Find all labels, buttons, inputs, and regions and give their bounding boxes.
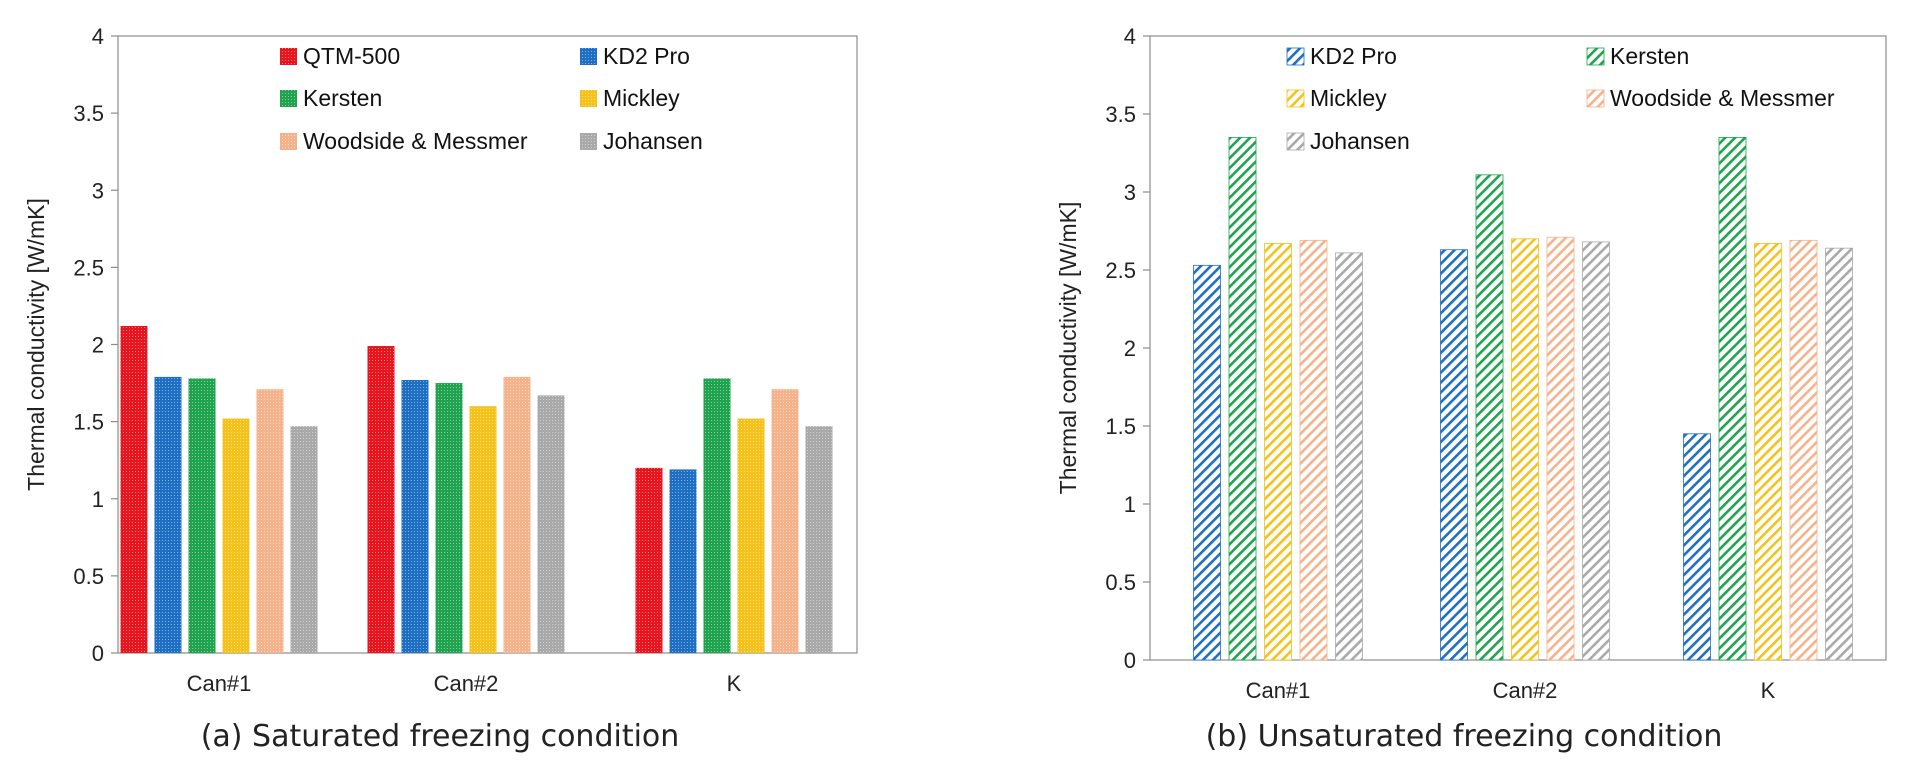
y-tick-label: 2.5: [73, 255, 104, 280]
bar-kersten-can2: [435, 383, 463, 653]
bar-kersten-can1: [1228, 136, 1257, 661]
y-tick-label: 1.5: [73, 410, 104, 435]
legend-label: Woodside & Messmer: [303, 128, 528, 154]
legend-label: Woodside & Messmer: [1610, 85, 1835, 111]
y-tick-label: 0.5: [1105, 570, 1136, 595]
bar-qtm-500-can1: [120, 325, 148, 653]
chart-saturated: 0 0.5 1 1.5 2 2.5 3 3.5 4 Thermal conductivity [W…: [23, 24, 858, 754]
legend-swatch: [280, 90, 297, 107]
legend-label: Mickley: [603, 85, 680, 111]
bar-kd2-pro-k: [669, 469, 697, 653]
bar-qtm-500-k: [635, 467, 663, 653]
legend-label: Mickley: [1310, 85, 1387, 111]
chart-caption: (b) Unsaturated freezing condition: [1206, 719, 1723, 754]
bar-johansen-k: [805, 426, 833, 653]
bar-kd2-pro-can2: [401, 379, 429, 653]
x-tick-label: Can#1: [1246, 678, 1311, 703]
y-tick-label: 2: [92, 333, 104, 358]
y-tick-label: 0: [92, 641, 104, 666]
legend-swatch: [1286, 132, 1305, 151]
x-tick-label: Can#2: [1493, 678, 1558, 703]
bar-mickley-can2: [469, 406, 497, 653]
legend-swatch: [580, 133, 597, 150]
bar-kersten-can1: [188, 378, 216, 653]
bar-kd2-pro-can2: [1440, 249, 1468, 661]
y-tick-label: 3: [92, 178, 104, 203]
bar-kersten-k: [703, 378, 731, 653]
legend-label: Johansen: [603, 128, 703, 154]
bar-mickley-k: [737, 418, 765, 653]
legend-swatch: [1286, 47, 1305, 66]
legend-swatch: [1586, 89, 1605, 108]
bar-woodside-messmer-can2: [1546, 236, 1575, 661]
bar-woodside-messmer-can1: [1299, 239, 1328, 661]
y-tick-label: 3: [1124, 180, 1136, 205]
bar-kd2-pro-can1: [154, 376, 182, 653]
y-tick-label: 1.5: [1105, 414, 1136, 439]
x-tick-label: K: [1761, 678, 1776, 703]
bar-qtm-500-can2: [367, 346, 395, 653]
x-tick-label: K: [727, 671, 742, 696]
y-tick-label: 4: [92, 24, 104, 49]
chart-caption: (a) Saturated freezing condition: [201, 719, 680, 754]
bar-mickley-can1: [1264, 243, 1292, 661]
y-tick-label: 0: [1124, 648, 1136, 673]
legend-label: KD2 Pro: [1310, 43, 1397, 69]
bar-kd2-pro-k: [1683, 433, 1711, 661]
legend-swatch: [1286, 89, 1305, 108]
y-tick-label: 1: [1124, 492, 1136, 517]
bar-woodside-messmer-can1: [256, 389, 284, 653]
legend-swatch: [280, 133, 297, 150]
y-tick-label: 2.5: [1105, 258, 1136, 283]
chart-unsaturated: 0 0.5 1 1.5 2 2.5 3 3.5 4 Thermal conductivity [W…: [1055, 24, 1887, 754]
bar-johansen-can1: [1335, 252, 1363, 661]
x-tick-label: Can#2: [434, 671, 499, 696]
y-tick-label: 3.5: [1105, 102, 1136, 127]
legend-swatch: [280, 48, 297, 65]
legend-label: KD2 Pro: [603, 43, 690, 69]
y-tick-label: 3.5: [73, 101, 104, 126]
bar-woodside-messmer-can2: [503, 376, 531, 653]
legend-label: QTM-500: [303, 43, 400, 69]
y-tick-label: 2: [1124, 336, 1136, 361]
x-tick-label: Can#1: [187, 671, 252, 696]
legend-label: Kersten: [1610, 43, 1689, 69]
bar-mickley-can1: [222, 418, 250, 653]
y-axis-label: Thermal conductivity [W/mK]: [23, 198, 49, 491]
bar-mickley-can2: [1511, 238, 1539, 661]
legend-label: Kersten: [303, 85, 382, 111]
y-tick-label: 0.5: [73, 564, 104, 589]
bar-johansen-k: [1825, 247, 1853, 661]
y-tick-label: 4: [1124, 24, 1136, 49]
bar-woodside-messmer-k: [771, 389, 799, 653]
bar-mickley-k: [1754, 243, 1782, 661]
bar-johansen-can1: [290, 426, 318, 653]
bar-woodside-messmer-k: [1789, 239, 1818, 661]
legend-swatch: [580, 48, 597, 65]
bar-johansen-can2: [537, 395, 565, 653]
legend-label: Johansen: [1310, 128, 1410, 154]
y-tick-label: 1: [92, 487, 104, 512]
bar-kd2-pro-can1: [1193, 264, 1221, 661]
y-axis-label: Thermal conductivity [W/mK]: [1055, 202, 1081, 495]
legend-swatch: [580, 90, 597, 107]
bar-johansen-can2: [1582, 241, 1610, 661]
bar-kersten-k: [1718, 136, 1747, 661]
bar-kersten-can2: [1475, 174, 1504, 661]
legend-swatch: [1586, 47, 1605, 66]
